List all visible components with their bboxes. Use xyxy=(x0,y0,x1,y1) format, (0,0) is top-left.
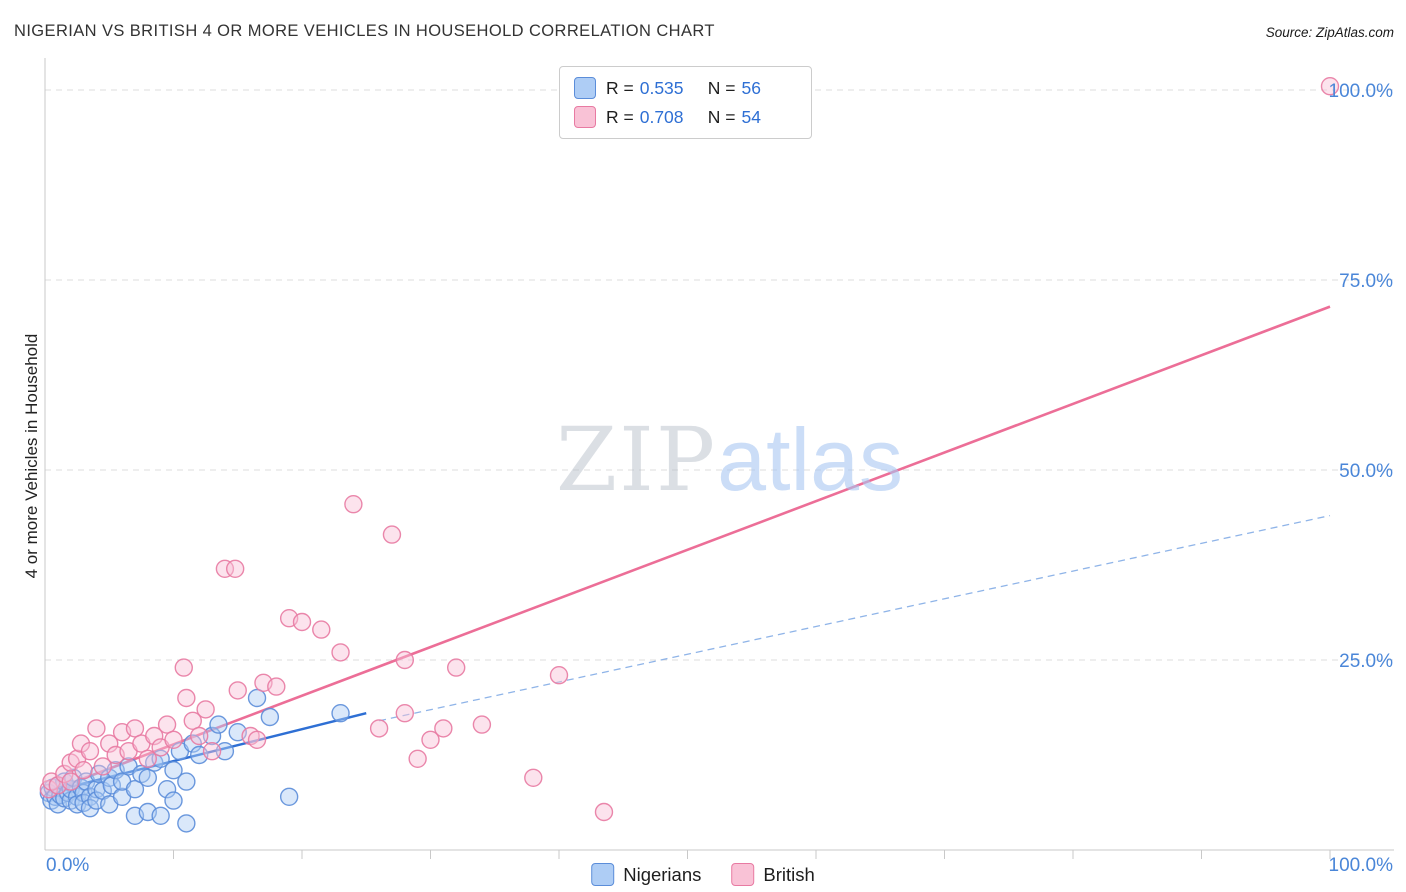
y-axis-title: 4 or more Vehicles in Household xyxy=(22,333,41,579)
british-point xyxy=(215,559,235,578)
y-tick-label-50: 50.0% xyxy=(1339,461,1393,482)
correlation-legend-box: R = 0.535 N = 56 R = 0.708 N = 54 xyxy=(559,66,813,139)
nigerians-point xyxy=(157,780,177,799)
n-value-british: 54 xyxy=(741,106,761,127)
british-legend-label: British xyxy=(763,863,815,885)
british-point xyxy=(344,495,363,514)
y-tick-label-75: 75.0% xyxy=(1339,271,1393,292)
british-point xyxy=(472,715,492,734)
british-point xyxy=(93,757,113,776)
british-point xyxy=(267,677,286,696)
british-point xyxy=(594,802,614,822)
british-point xyxy=(247,730,267,749)
british-point xyxy=(447,658,466,677)
r-label: R = xyxy=(606,77,634,98)
british-point xyxy=(189,726,209,746)
british-point xyxy=(382,525,402,544)
x-tick-label-100: 100.0% xyxy=(1329,855,1394,876)
british-point xyxy=(61,772,80,791)
british-point xyxy=(125,719,145,738)
nigerians-point xyxy=(177,772,196,791)
nigerians-point xyxy=(164,761,183,780)
british-point xyxy=(292,612,312,632)
british-point xyxy=(395,704,414,723)
british-point xyxy=(225,559,245,578)
legend-item-british: British xyxy=(731,863,815,886)
nigerians-legend-swatch xyxy=(591,863,615,886)
british-point xyxy=(80,742,100,761)
legend-item-nigerians: Nigerians xyxy=(591,863,701,886)
british-point xyxy=(87,719,106,738)
legend-row-nigerians: R = 0.535 N = 56 xyxy=(574,77,793,99)
r-label: R = xyxy=(606,106,634,127)
british-point xyxy=(549,666,569,685)
british-point xyxy=(202,742,222,761)
british-point xyxy=(196,700,215,719)
british-point xyxy=(408,749,427,768)
nigerians-point xyxy=(215,742,235,761)
british-swatch xyxy=(574,106,596,128)
y-tick-label-100: 100.0% xyxy=(1329,81,1394,102)
series-legend: Nigerians British xyxy=(591,863,815,886)
nigerians-point xyxy=(125,780,145,799)
british-point xyxy=(74,761,93,780)
british-point xyxy=(524,768,543,787)
nigerians-point xyxy=(331,704,350,723)
british-point xyxy=(177,688,196,708)
british-point xyxy=(312,620,331,639)
nigerians-point xyxy=(202,726,222,746)
page-title: NIGERIAN VS BRITISH 4 OR MORE VEHICLES I… xyxy=(14,22,715,40)
nigerians-point xyxy=(247,688,267,708)
nigerians-point xyxy=(279,787,299,806)
british-point xyxy=(228,681,247,700)
british-point xyxy=(164,730,183,749)
x-tick-label-0: 0.0% xyxy=(46,855,89,876)
trend-line-british xyxy=(44,305,1331,795)
nigerians-swatch xyxy=(574,77,596,99)
british-point xyxy=(1320,76,1340,96)
n-label: N = xyxy=(707,77,736,98)
source-attribution: Source: ZipAtlas.com xyxy=(1265,25,1394,40)
legend-row-british: R = 0.708 N = 54 xyxy=(574,106,793,128)
british-point xyxy=(369,719,389,738)
british-point xyxy=(145,726,164,746)
nigerians-point xyxy=(138,768,158,787)
british-point xyxy=(183,711,202,730)
nigerians-point xyxy=(102,776,122,795)
british-point xyxy=(395,650,414,670)
trend-line-nigerians-extrapolated xyxy=(378,514,1331,722)
trend-line-nigerians xyxy=(44,712,367,795)
n-value-nigerians: 56 xyxy=(741,77,761,98)
british-legend-swatch xyxy=(731,863,755,886)
nigerians-legend-label: Nigerians xyxy=(623,863,702,885)
nigerians-point xyxy=(164,791,183,810)
british-point xyxy=(421,730,440,749)
r-value-nigerians: 0.535 xyxy=(639,77,684,98)
british-point xyxy=(138,749,158,768)
nigerians-point xyxy=(260,707,280,727)
nigerians-point xyxy=(209,715,228,734)
british-point xyxy=(157,715,177,734)
r-value-british: 0.708 xyxy=(639,106,684,127)
y-tick-label-25: 25.0% xyxy=(1339,651,1393,672)
british-point xyxy=(100,734,119,753)
british-point xyxy=(434,719,453,738)
british-point xyxy=(174,658,193,677)
n-label: N = xyxy=(707,106,736,127)
nigerians-point xyxy=(151,806,170,825)
british-point xyxy=(331,643,350,662)
nigerians-point xyxy=(177,814,196,833)
